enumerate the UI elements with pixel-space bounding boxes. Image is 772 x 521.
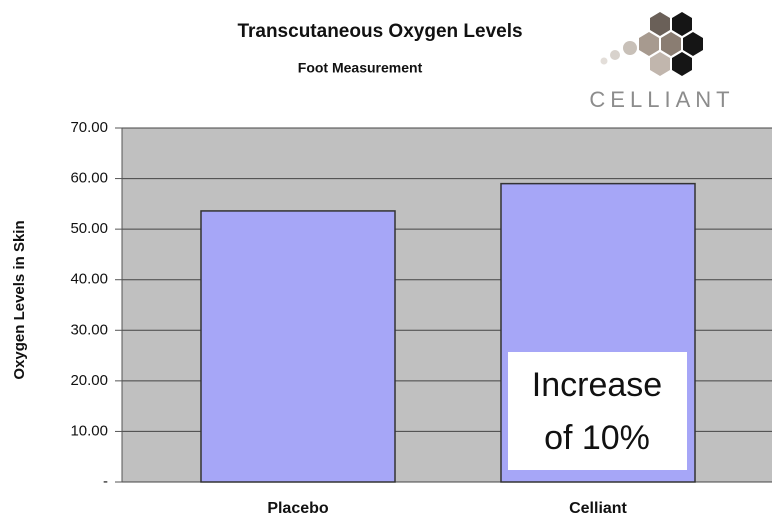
x-tick-label: Placebo [267, 500, 329, 517]
y-tick-label: 70.00 [70, 119, 108, 136]
y-tick-label: 10.00 [70, 422, 108, 439]
annotation-text: of 10% [544, 419, 650, 457]
chart-title: Transcutaneous Oxygen Levels [237, 21, 522, 42]
y-tick-label: 50.00 [70, 220, 108, 237]
x-tick-label: Celliant [569, 500, 627, 517]
y-axis-label: Oxygen Levels in Skin [11, 220, 28, 379]
y-tick-label: 60.00 [70, 170, 108, 187]
logo-text: CELLIANT [589, 87, 734, 112]
bar [200, 210, 396, 483]
annotation-text: Increase [532, 366, 662, 404]
y-tick-label: - [103, 473, 108, 490]
annotation-box [508, 352, 687, 470]
y-tick-label: 30.00 [70, 321, 108, 338]
logo-hexagons [600, 12, 703, 76]
y-tick-label: 20.00 [70, 372, 108, 389]
y-tick-label: 40.00 [70, 271, 108, 288]
chart-subtitle: Foot Measurement [298, 60, 423, 76]
